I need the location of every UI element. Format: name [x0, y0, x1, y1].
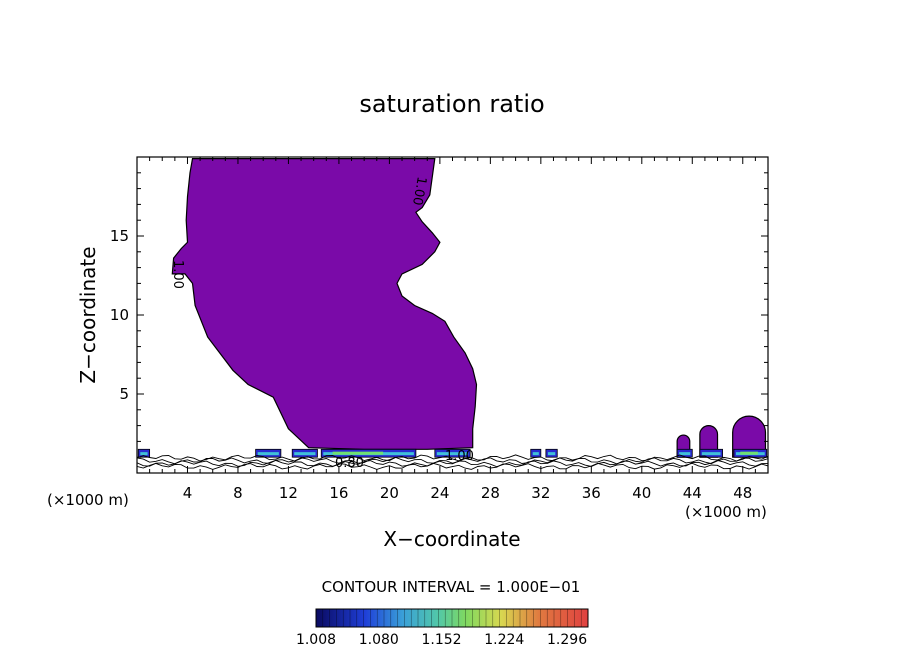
low-band-highlight [701, 452, 721, 456]
surface-bump [732, 415, 767, 458]
band-green-patch [740, 451, 758, 455]
y-tick-label: 15 [110, 227, 129, 245]
contour-label-3: 0.80 [335, 456, 364, 471]
x-tick-label: 40 [632, 484, 651, 502]
x-tick-label: 44 [683, 484, 702, 502]
colorbar-stripes [322, 609, 582, 627]
axis-ticks [136, 156, 769, 474]
x-tick-label: 28 [481, 484, 500, 502]
colorbar-tick-label: 1.296 [547, 632, 587, 648]
ground-contour-line [137, 454, 768, 462]
x-tick-label: 4 [183, 484, 193, 502]
colorbar-tick-label: 1.008 [296, 632, 336, 648]
contour-interval-text: CONTOUR INTERVAL = 1.000E−01 [322, 578, 581, 596]
colorbar-tick-label: 1.224 [484, 632, 524, 648]
low-band-highlight [679, 452, 691, 456]
x-tick-label: 20 [380, 484, 399, 502]
ground-contour-line [137, 462, 768, 470]
x-tick-label: 12 [279, 484, 298, 502]
x-tick-label: 16 [329, 484, 348, 502]
low-band-highlight [294, 452, 316, 456]
main-saturation-region [171, 158, 478, 450]
ground-contour-lines [137, 454, 768, 470]
x-tick-label: 8 [233, 484, 243, 502]
x-tick-label: 24 [430, 484, 449, 502]
ground-contour-line [137, 457, 768, 465]
low-band-highlight [436, 452, 469, 456]
contour-label-4: 1.00 [445, 449, 474, 464]
chart-title: saturation ratio [359, 90, 544, 118]
contour-label-1: 1.00 [409, 175, 429, 206]
colorbar-tick-label: 1.152 [421, 632, 461, 648]
colorbar-tick-label: 1.080 [359, 632, 399, 648]
low-band-highlight [547, 452, 556, 456]
low-band-highlight [532, 452, 539, 456]
low-band-highlight [257, 452, 279, 456]
low-band-highlight [140, 452, 148, 456]
x-tick-label: 36 [582, 484, 601, 502]
y-tick-label: 5 [119, 385, 129, 403]
band-green-patch [332, 451, 384, 455]
x-unit-left: (×1000 m) [47, 491, 129, 509]
y-tick-label: 10 [110, 306, 129, 324]
contour-label-2: 1.00 [170, 260, 185, 289]
y-axis-label: Z−coordinate [76, 246, 100, 383]
colorbar-labels: 1.008 1.080 1.152 1.224 1.296 [296, 632, 587, 648]
x-tick-label: 32 [531, 484, 550, 502]
x-tick-label: 48 [733, 484, 752, 502]
low-level-band [137, 448, 768, 458]
x-axis-label: X−coordinate [383, 527, 520, 551]
plot-area [137, 158, 768, 470]
x-unit-right: (×1000 m) [685, 503, 767, 521]
